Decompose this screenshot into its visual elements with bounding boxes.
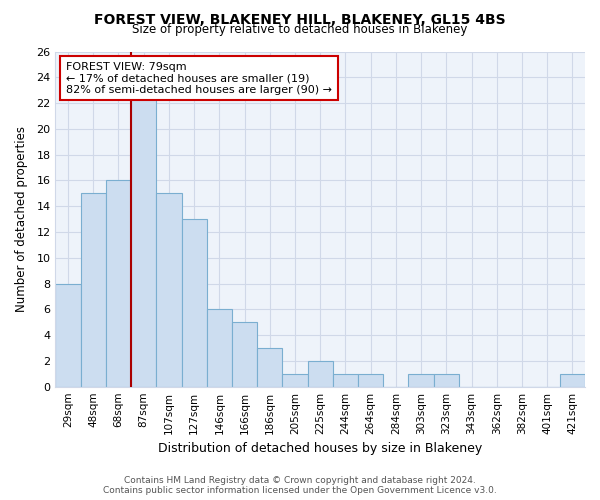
Bar [232,322,257,386]
Bar [80,194,106,386]
Text: FOREST VIEW: 79sqm
← 17% of detached houses are smaller (19)
82% of semi-detache: FOREST VIEW: 79sqm ← 17% of detached hou… [66,62,332,95]
Bar [358,374,383,386]
Bar [106,180,131,386]
Bar [409,374,434,386]
Bar [55,284,80,387]
Text: Contains HM Land Registry data © Crown copyright and database right 2024.
Contai: Contains HM Land Registry data © Crown c… [103,476,497,495]
Bar [157,194,182,386]
Bar [207,310,232,386]
Bar [182,219,207,386]
Bar [283,374,308,386]
Text: FOREST VIEW, BLAKENEY HILL, BLAKENEY, GL15 4BS: FOREST VIEW, BLAKENEY HILL, BLAKENEY, GL… [94,12,506,26]
Bar [131,90,157,386]
Y-axis label: Number of detached properties: Number of detached properties [15,126,28,312]
Bar [257,348,283,387]
Text: Size of property relative to detached houses in Blakeney: Size of property relative to detached ho… [133,22,467,36]
Bar [308,361,333,386]
Bar [434,374,459,386]
X-axis label: Distribution of detached houses by size in Blakeney: Distribution of detached houses by size … [158,442,482,455]
Bar [560,374,585,386]
Bar [333,374,358,386]
